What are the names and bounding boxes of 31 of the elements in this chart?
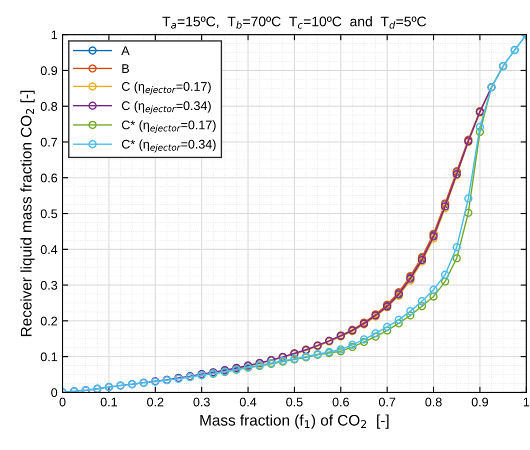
x-tick-label: 0.4 — [240, 398, 256, 406]
y-tick-label: 0.5 — [40, 209, 58, 218]
y-tick-label: 0.3 — [40, 280, 58, 290]
x-tick-label: 0 — [60, 398, 66, 406]
y-tick-label: 0.9 — [40, 66, 58, 76]
legend-label: A — [121, 46, 130, 55]
y-tick-label: 1 — [52, 30, 58, 40]
y-tick-label: 0.2 — [40, 316, 58, 326]
y-tick-label: 0.1 — [40, 352, 58, 362]
legend-label: C* (η$_{ejector}$=0.34) — [122, 139, 216, 152]
legend-label: C (η$_{ejector}$=0.17) — [122, 82, 211, 95]
x-tick-label: 0.2 — [147, 398, 164, 406]
y-tick-label: 0.4 — [40, 245, 58, 254]
chart-title: T$_{a}$=15ºC, T$_{b}$=70ºC T$_{c}$=10ºC and T$_{d}$=5ºC — [162, 16, 426, 29]
legend-label: C (η$_{ejector}$=0.34) — [122, 100, 211, 114]
y-tick-label: 0.6 — [40, 174, 58, 182]
x-tick-label: 0.1 — [100, 398, 117, 406]
y-tick-label: 0.8 — [40, 102, 58, 111]
x-tick-label: 0.8 — [425, 398, 442, 406]
x-tick-label: 0.3 — [193, 398, 210, 406]
legend-label: C* (η$_{ejector}$=0.17) — [122, 120, 216, 134]
x-axis-title: Mass fraction (f$_{1}$) of CO$_{2}$ [-] — [200, 414, 389, 429]
legend-label: B — [122, 64, 129, 73]
y-tick-label: 0 — [51, 388, 58, 398]
x-tick-label: 0.9 — [472, 398, 488, 406]
x-tick-label: 1 — [524, 398, 530, 406]
x-tick-label: 0.7 — [378, 398, 396, 406]
x-tick-label: 0.6 — [332, 398, 349, 406]
y-tick-label: 0.7 — [40, 138, 58, 147]
y-axis-title: Receiver liquid mass fraction CO$_{2}$ [-] — [20, 90, 35, 336]
x-tick-label: 0.5 — [286, 398, 303, 406]
